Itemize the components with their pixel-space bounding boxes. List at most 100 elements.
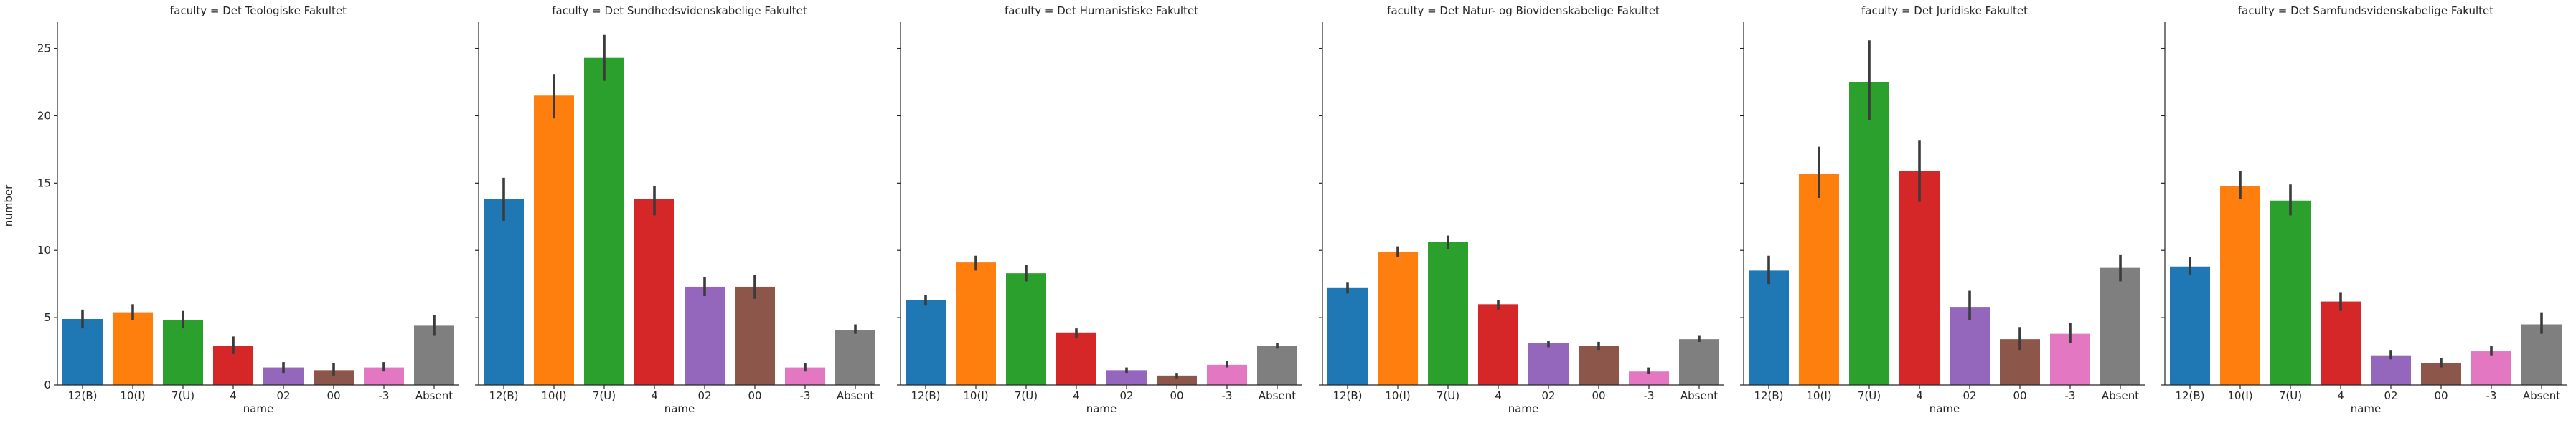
- bar: [1679, 339, 1719, 385]
- bar: [1478, 304, 1518, 385]
- facet-panel: faculty = Det Samfundsvidenskabelige Fak…: [2161, 4, 2567, 415]
- bar: [1006, 273, 1046, 385]
- x-tick-label: 4: [1495, 389, 1502, 402]
- bar: [2321, 301, 2361, 385]
- x-tick-label: Absent: [837, 389, 874, 402]
- bar: [1157, 375, 1197, 385]
- bar: [1106, 370, 1147, 385]
- x-tick-label: 4: [1073, 389, 1080, 402]
- x-tick-label: 10(I): [120, 389, 145, 402]
- x-tick-label: 4: [651, 389, 658, 402]
- facet-panel: faculty = Det Natur- og Biovidenskabelig…: [1319, 4, 1724, 415]
- bar: [835, 330, 875, 385]
- x-tick-label: 00: [2434, 389, 2448, 402]
- panel-title: faculty = Det Samfundsvidenskabelige Fak…: [2238, 4, 2493, 17]
- x-tick-label: 12(B): [1754, 389, 1783, 402]
- x-tick-label: 02: [697, 389, 711, 402]
- y-tick-label: 25: [37, 42, 51, 55]
- x-tick-label: 02: [1962, 389, 1976, 402]
- bar: [1056, 332, 1096, 385]
- x-tick-label: 12(B): [1332, 389, 1362, 402]
- x-tick-label: 7(U): [1858, 389, 1881, 402]
- bar: [2521, 324, 2562, 385]
- bar: [534, 95, 574, 385]
- x-tick-label: 10(I): [541, 389, 566, 402]
- panel-title: faculty = Det Teologiske Fakultet: [170, 4, 347, 17]
- x-tick-label: 02: [1119, 389, 1133, 402]
- x-tick-label: 02: [276, 389, 290, 402]
- x-tick-label: 7(U): [1015, 389, 1038, 402]
- x-axis-label: name: [243, 402, 274, 415]
- x-axis-label: name: [1508, 402, 1539, 415]
- bar: [314, 370, 354, 385]
- x-tick-label: -3: [2486, 389, 2497, 402]
- bar: [2371, 355, 2411, 385]
- x-axis-label: name: [1929, 402, 1960, 415]
- x-tick-label: 4: [2337, 389, 2344, 402]
- x-tick-label: 12(B): [911, 389, 940, 402]
- x-tick-label: 7(U): [593, 389, 616, 402]
- bar: [1378, 252, 1418, 385]
- panel-title: faculty = Det Humanistiske Fakultet: [1005, 4, 1198, 17]
- facet-panel: faculty = Det Sundhedsvidenskabelige Fak…: [475, 4, 880, 415]
- bar: [1528, 343, 1569, 385]
- bar: [2100, 267, 2140, 385]
- x-tick-label: Absent: [2102, 389, 2139, 402]
- x-tick-label: 00: [1170, 389, 1183, 402]
- bar: [956, 262, 996, 385]
- bar: [1899, 171, 1940, 385]
- bar: [584, 57, 624, 385]
- x-tick-label: 00: [748, 389, 761, 402]
- x-tick-label: 12(B): [2175, 389, 2204, 402]
- facet-panel: faculty = Det Juridiske Fakultet 12(B) 10(…: [1740, 4, 2145, 415]
- x-tick-label: 7(U): [2279, 389, 2302, 402]
- y-tick-label: 0: [44, 379, 51, 391]
- x-tick-label: Absent: [1680, 389, 1718, 402]
- bar: [1849, 82, 1889, 385]
- x-axis-label: name: [2351, 402, 2382, 415]
- x-tick-label: 00: [1592, 389, 1605, 402]
- bar: [906, 300, 946, 385]
- bar: [2170, 266, 2210, 385]
- x-tick-label: Absent: [2523, 389, 2560, 402]
- x-tick-label: 12(B): [489, 389, 518, 402]
- y-tick-label: 10: [37, 244, 51, 257]
- panel-title: faculty = Det Sundhedsvidenskabelige Fak…: [552, 4, 807, 17]
- panel-title: faculty = Det Natur- og Biovidenskabelig…: [1387, 4, 1660, 17]
- facet-panel: faculty = Det Humanistiske Fakultet 12(B)…: [897, 4, 1302, 415]
- bar: [2220, 186, 2260, 385]
- x-tick-label: -3: [2065, 389, 2076, 402]
- x-axis-label: name: [664, 402, 695, 415]
- bar: [113, 312, 153, 385]
- bar: [1799, 174, 1839, 385]
- bar: [1207, 364, 1247, 385]
- bar: [1579, 346, 1619, 385]
- x-tick-label: -3: [1644, 389, 1655, 402]
- bar: [2270, 200, 2311, 385]
- x-tick-label: 02: [1541, 389, 1555, 402]
- x-tick-label: 10(I): [963, 389, 988, 402]
- x-tick-label: 00: [326, 389, 340, 402]
- x-tick-label: 10(I): [2227, 389, 2252, 402]
- facet-panel: faculty = Det Teologiske Fakultet 12(B) 10…: [37, 4, 459, 415]
- x-axis-label: name: [1086, 402, 1117, 415]
- x-tick-label: 10(I): [1385, 389, 1410, 402]
- x-tick-label: -3: [1222, 389, 1233, 402]
- bar: [1749, 270, 1789, 385]
- bar: [414, 325, 454, 385]
- y-axis-label: number: [2, 184, 15, 227]
- x-tick-label: 00: [2013, 389, 2026, 402]
- x-tick-label: 12(B): [67, 389, 97, 402]
- x-tick-label: 7(U): [1437, 389, 1459, 402]
- bar: [484, 199, 524, 385]
- bar: [1327, 287, 1368, 385]
- x-tick-label: 4: [230, 389, 237, 402]
- bar: [1257, 346, 1297, 385]
- y-tick-label: 20: [37, 109, 51, 122]
- x-tick-label: -3: [379, 389, 390, 402]
- x-tick-label: 02: [2384, 389, 2397, 402]
- x-tick-label: 4: [1916, 389, 1923, 402]
- x-tick-label: Absent: [1259, 389, 1296, 402]
- bar: [735, 286, 775, 385]
